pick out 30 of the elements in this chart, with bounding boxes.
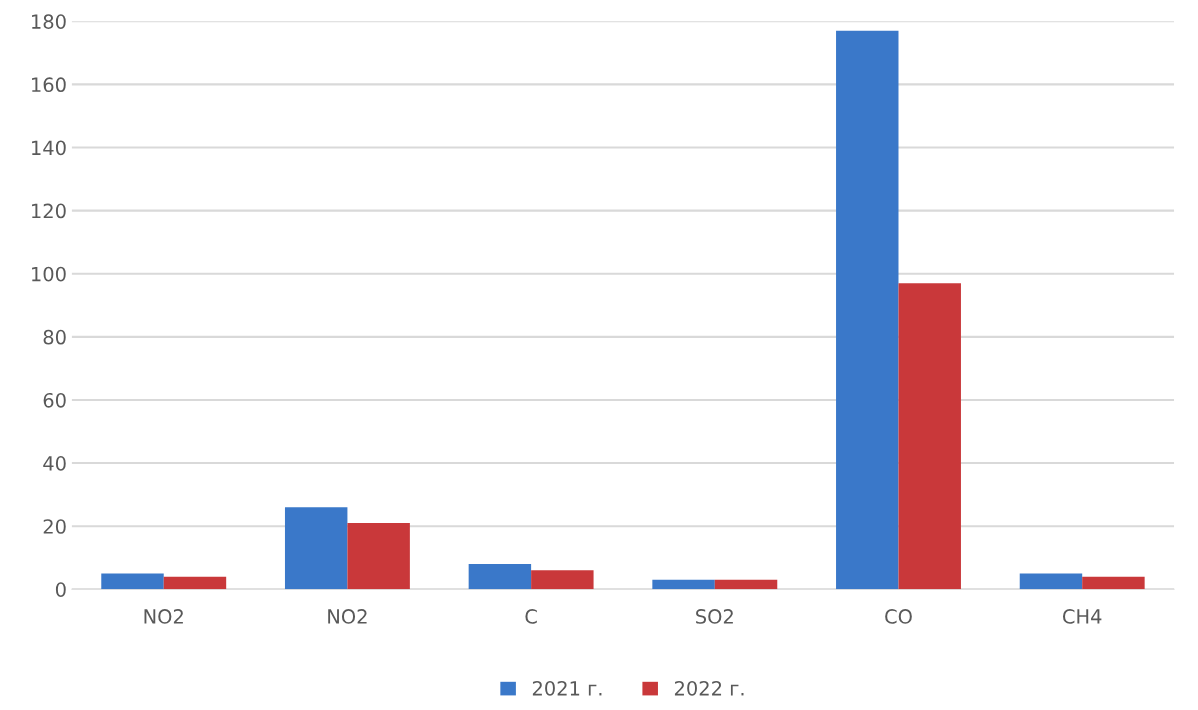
x-tick-label: NO2	[328, 609, 367, 624]
bar	[284, 507, 348, 590]
y-tick-label: 0	[55, 582, 66, 597]
bar	[1019, 573, 1083, 590]
y-tick-label: 180	[32, 14, 66, 29]
y-tick-label: 60	[43, 392, 66, 408]
y-tick-label: 80	[43, 329, 66, 345]
bar	[468, 564, 532, 590]
bar	[836, 30, 899, 590]
x-tick-label: NO2	[144, 609, 183, 624]
y-tick-label: 100	[32, 266, 66, 282]
x-tick-label: CO	[885, 609, 912, 624]
y-tick-label: 20	[43, 519, 66, 534]
y-tick-label: 140	[32, 140, 66, 156]
y-tick-label: 160	[32, 77, 66, 93]
bar	[898, 283, 961, 590]
legend-label: 2022 г.	[674, 680, 744, 696]
bar	[652, 579, 715, 590]
legend-label: 2021 г.	[532, 680, 602, 696]
bar	[1082, 576, 1145, 590]
bar	[714, 579, 778, 590]
x-tick-label: C	[525, 609, 537, 624]
bar	[531, 570, 594, 590]
x-tick-label: CH4	[1063, 609, 1102, 624]
y-tick-label: 120	[32, 203, 66, 219]
y-tick-label: 40	[43, 456, 66, 471]
x-tick-label: SO2	[696, 609, 733, 624]
bar	[347, 523, 410, 590]
bar	[163, 576, 227, 590]
bar	[101, 573, 164, 590]
